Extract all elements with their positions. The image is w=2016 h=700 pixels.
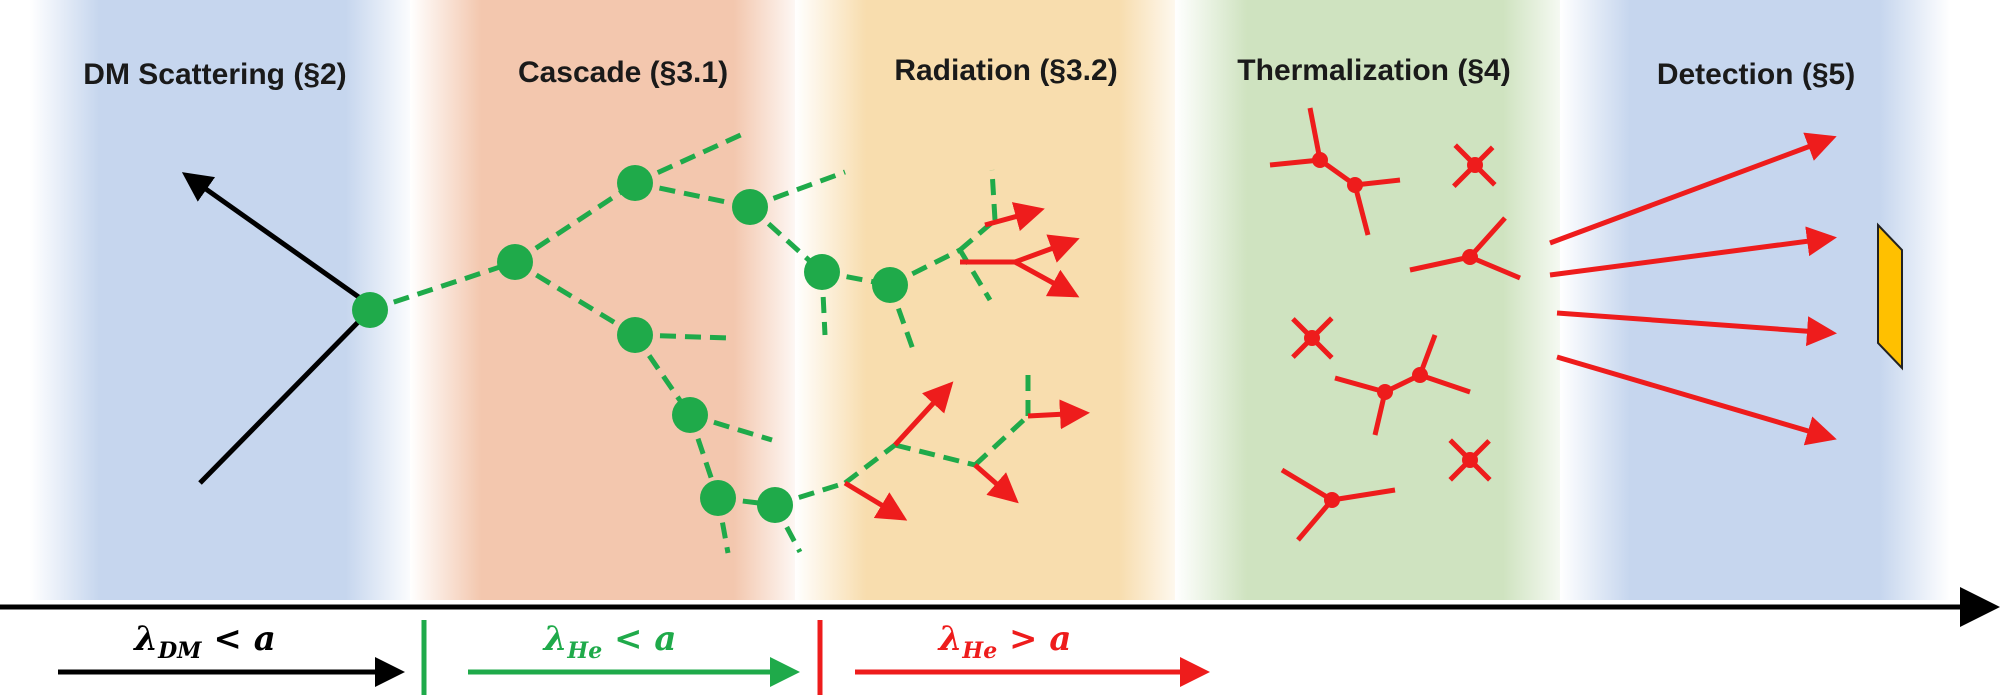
cascade-node: [672, 397, 708, 433]
stage-title-radiation: Radiation (§3.2): [894, 54, 1117, 87]
cascade-node: [872, 267, 908, 303]
cascade-nodes: [352, 165, 908, 523]
band-thermalization: [1175, 0, 1575, 600]
stage-title-dm-scattering: DM Scattering (§2): [83, 58, 346, 91]
detector-icon: [1877, 222, 1903, 371]
cascade-node: [757, 487, 793, 523]
cascade-node: [732, 189, 768, 225]
stage-title-thermalization: Thermalization (§4): [1237, 54, 1510, 87]
regime-label-he-greater: λHe > a: [937, 619, 1072, 664]
cascade-node: [497, 244, 533, 280]
stage-title-cascade: Cascade (§3.1): [518, 56, 728, 89]
stage-bands: [30, 0, 1950, 600]
regime-label-he-less: λHe < a: [542, 619, 677, 664]
cascade-node: [700, 480, 736, 516]
incoming-dm-line: [198, 308, 372, 485]
band-radiation: [795, 0, 1190, 600]
thermal-nodes: [1304, 152, 1483, 508]
cascade-node: [617, 165, 653, 201]
stage-titles: DM Scattering (§2) Cascade (§3.1) Radiat…: [83, 54, 1855, 91]
band-dm-scattering: [30, 0, 415, 600]
cascade-node: [804, 254, 840, 290]
detection-arrows: [1549, 132, 1837, 446]
regime-label-dm: λDM < a: [132, 619, 275, 664]
cascade-node: [617, 317, 653, 353]
dm-scatter-lines: [181, 172, 372, 485]
outgoing-dm-arrow: [181, 172, 372, 308]
radiation-arrows: [843, 202, 1090, 521]
band-cascade: [410, 0, 805, 600]
stage-title-detection: Detection (§5): [1657, 58, 1855, 91]
cascade-node: [352, 292, 388, 328]
